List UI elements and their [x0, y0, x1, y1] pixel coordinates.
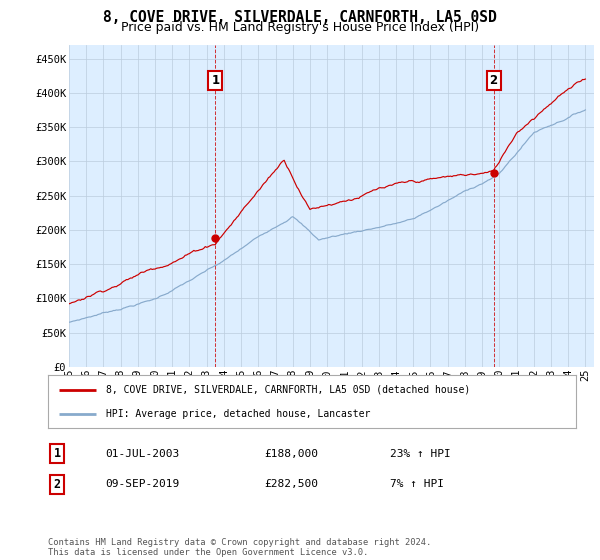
Text: £282,500: £282,500 [264, 479, 318, 489]
Text: 2: 2 [490, 74, 498, 87]
Text: 09-SEP-2019: 09-SEP-2019 [105, 479, 179, 489]
Text: 8, COVE DRIVE, SILVERDALE, CARNFORTH, LA5 0SD: 8, COVE DRIVE, SILVERDALE, CARNFORTH, LA… [103, 10, 497, 25]
Text: 2: 2 [53, 478, 61, 491]
Text: Price paid vs. HM Land Registry's House Price Index (HPI): Price paid vs. HM Land Registry's House … [121, 21, 479, 34]
Text: 1: 1 [211, 74, 220, 87]
Text: £188,000: £188,000 [264, 449, 318, 459]
Text: Contains HM Land Registry data © Crown copyright and database right 2024.
This d: Contains HM Land Registry data © Crown c… [48, 538, 431, 557]
Text: 8, COVE DRIVE, SILVERDALE, CARNFORTH, LA5 0SD (detached house): 8, COVE DRIVE, SILVERDALE, CARNFORTH, LA… [106, 385, 470, 395]
Text: 23% ↑ HPI: 23% ↑ HPI [390, 449, 451, 459]
Text: 1: 1 [53, 447, 61, 460]
Text: 7% ↑ HPI: 7% ↑ HPI [390, 479, 444, 489]
Text: HPI: Average price, detached house, Lancaster: HPI: Average price, detached house, Lanc… [106, 409, 370, 419]
Text: 01-JUL-2003: 01-JUL-2003 [105, 449, 179, 459]
